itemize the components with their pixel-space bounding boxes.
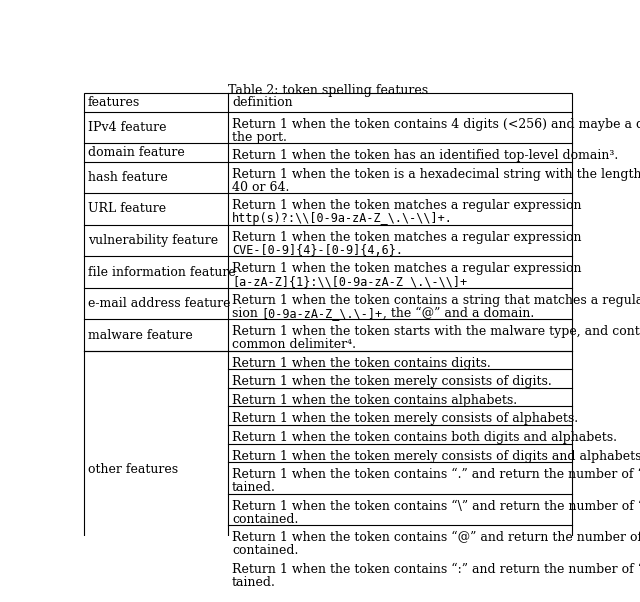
Text: Return 1 when the token matches a regular expression: Return 1 when the token matches a regula…	[232, 231, 581, 244]
Text: Return 1 when the token contains both digits and alphabets.: Return 1 when the token contains both di…	[232, 431, 617, 444]
Text: Return 1 when the token contains digits.: Return 1 when the token contains digits.	[232, 357, 491, 370]
Text: Return 1 when the token contains “\” and return the number of “\”: Return 1 when the token contains “\” and…	[232, 500, 640, 513]
Text: Return 1 when the token merely consists of alphabets.: Return 1 when the token merely consists …	[232, 412, 578, 426]
Text: Return 1 when the token contains “.” and return the number of “.” con-: Return 1 when the token contains “.” and…	[232, 468, 640, 481]
Text: hash feature: hash feature	[88, 171, 168, 184]
Text: CVE-[0-9]{4}-[0-9]{4,6}.: CVE-[0-9]{4}-[0-9]{4,6}.	[232, 244, 403, 256]
Text: Return 1 when the token merely consists of digits.: Return 1 when the token merely consists …	[232, 376, 552, 388]
Text: Return 1 when the token merely consists of digits and alphabets.: Return 1 when the token merely consists …	[232, 450, 640, 462]
Text: vulnerability feature: vulnerability feature	[88, 234, 218, 247]
Text: malware feature: malware feature	[88, 329, 193, 341]
Text: contained.: contained.	[232, 512, 298, 526]
Text: Return 1 when the token contains “:” and return the number of “:” con-: Return 1 when the token contains “:” and…	[232, 563, 640, 576]
Text: domain feature: domain feature	[88, 146, 185, 159]
Text: file information feature: file information feature	[88, 265, 236, 279]
Text: Return 1 when the token starts with the malware type, and contains the: Return 1 when the token starts with the …	[232, 325, 640, 338]
Text: Return 1 when the token has an identified top-level domain³.: Return 1 when the token has an identifie…	[232, 149, 618, 162]
Text: the port.: the port.	[232, 131, 287, 144]
Text: IPv4 feature: IPv4 feature	[88, 121, 166, 134]
Text: common delimiter⁴.: common delimiter⁴.	[232, 338, 356, 352]
Text: contained.: contained.	[232, 544, 298, 557]
Text: Return 1 when the token matches a regular expression: Return 1 when the token matches a regula…	[232, 262, 581, 275]
Text: tained.: tained.	[232, 481, 276, 494]
Text: Return 1 when the token contains “@” and return the number of “@”: Return 1 when the token contains “@” and…	[232, 531, 640, 544]
Text: Return 1 when the token matches a regular expression: Return 1 when the token matches a regula…	[232, 199, 581, 213]
Text: Return 1 when the token contains a string that matches a regular expres-: Return 1 when the token contains a strin…	[232, 294, 640, 307]
Text: Return 1 when the token is a hexadecimal string with the length of 32,: Return 1 when the token is a hexadecimal…	[232, 168, 640, 181]
Text: http(s)?:\\[0-9a-zA-Z_\.\-\\]+.: http(s)?:\\[0-9a-zA-Z_\.\-\\]+.	[232, 213, 452, 225]
Text: 40 or 64.: 40 or 64.	[232, 181, 289, 194]
Text: Return 1 when the token contains 4 digits (<256) and maybe a digit as: Return 1 when the token contains 4 digit…	[232, 117, 640, 131]
Text: Return 1 when the token contains alphabets.: Return 1 when the token contains alphabe…	[232, 394, 517, 407]
Text: definition: definition	[232, 96, 292, 109]
Text: URL feature: URL feature	[88, 202, 166, 216]
Text: tained.: tained.	[232, 576, 276, 589]
Text: Table 2: token spelling features: Table 2: token spelling features	[228, 84, 428, 97]
Text: , the “@” and a domain.: , the “@” and a domain.	[383, 307, 534, 320]
Text: features: features	[88, 96, 140, 109]
Text: other features: other features	[88, 463, 178, 476]
Text: [a-zA-Z]{1}:\\[0-9a-zA-Z_\.\-\\]+: [a-zA-Z]{1}:\\[0-9a-zA-Z_\.\-\\]+	[232, 275, 467, 288]
Text: [0-9a-zA-Z_\.\-]+: [0-9a-zA-Z_\.\-]+	[262, 307, 383, 320]
Text: e-mail address feature: e-mail address feature	[88, 297, 230, 310]
Text: sion: sion	[232, 307, 262, 320]
